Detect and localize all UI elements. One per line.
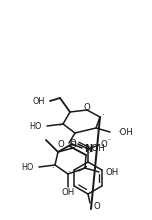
Text: O: O [84,103,90,112]
Text: HO: HO [22,163,34,172]
Text: OH: OH [33,97,45,106]
Text: O: O [70,141,76,150]
Text: ··: ·· [66,112,70,117]
Text: O: O [70,139,76,147]
Text: O: O [94,202,101,211]
Text: O: O [101,139,107,148]
Text: ··: ·· [67,169,71,174]
Text: ·: · [87,150,89,156]
Text: ·OH: ·OH [117,128,133,136]
Text: OH: OH [106,167,119,176]
Text: ··: ·· [51,165,55,170]
Text: ⁻: ⁻ [107,138,111,144]
Text: ·: · [101,112,103,118]
Text: HO: HO [30,121,42,130]
Text: O: O [57,139,64,148]
Text: OH: OH [61,187,75,196]
Text: N: N [84,144,92,154]
Text: ··: ·· [58,123,62,128]
Text: ·OH: ·OH [89,143,105,152]
